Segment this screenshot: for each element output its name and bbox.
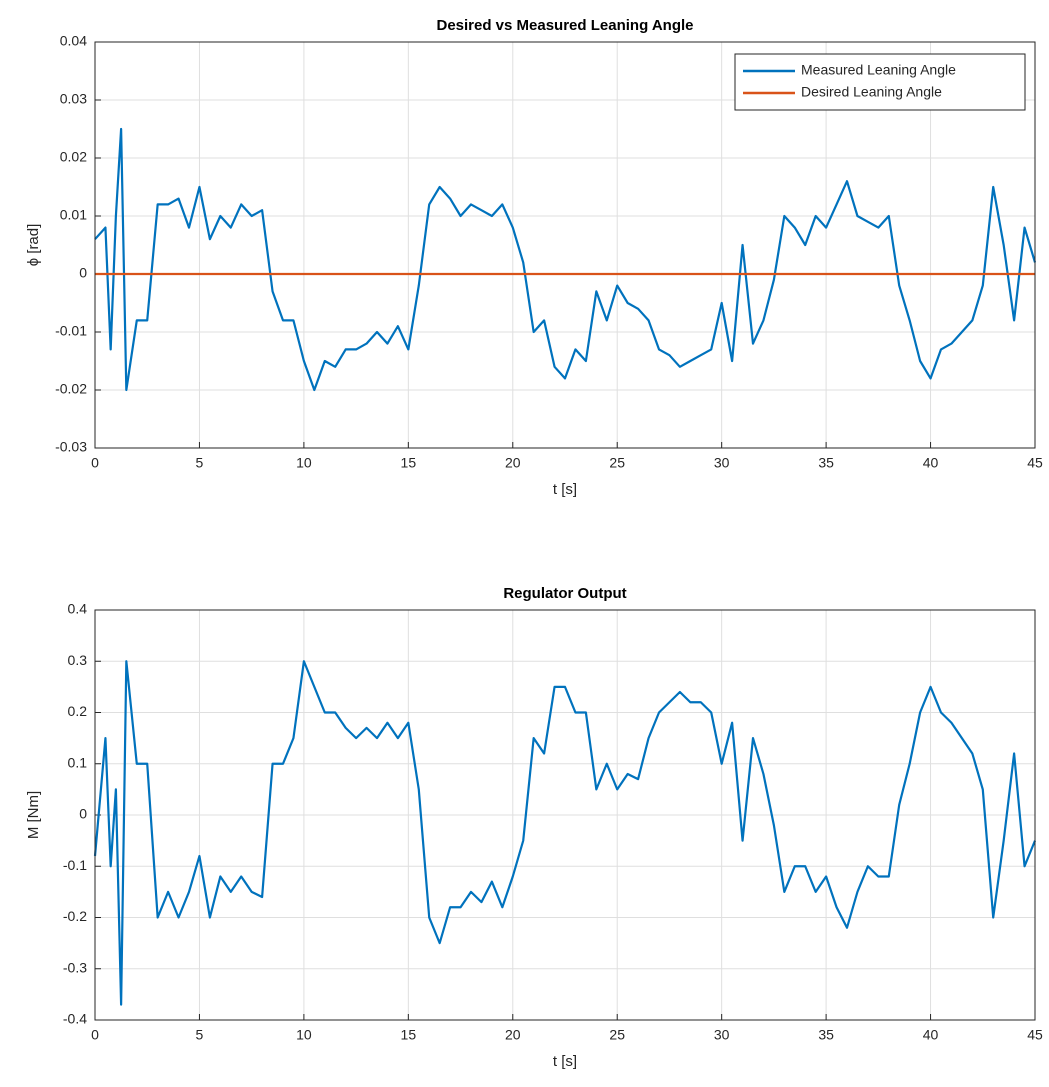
x-tick-label: 0 xyxy=(91,1027,99,1043)
x-tick-label: 10 xyxy=(296,1027,312,1043)
x-tick-label: 5 xyxy=(196,1027,204,1043)
x-tick-label: 5 xyxy=(196,455,204,471)
y-tick-label: 0.04 xyxy=(60,33,87,49)
x-tick-label: 0 xyxy=(91,455,99,471)
x-tick-label: 15 xyxy=(401,455,417,471)
y-tick-label: 0 xyxy=(79,806,87,822)
y-tick-label: 0 xyxy=(79,265,87,281)
y-tick-label: 0.01 xyxy=(60,207,87,223)
x-tick-label: 30 xyxy=(714,1027,730,1043)
y-tick-label: 0.3 xyxy=(68,652,88,668)
x-tick-label: 40 xyxy=(923,1027,939,1043)
chart-title: Desired vs Measured Leaning Angle xyxy=(436,17,693,34)
x-tick-label: 45 xyxy=(1027,1027,1043,1043)
y-tick-label: -0.4 xyxy=(63,1011,87,1027)
x-tick-label: 25 xyxy=(609,1027,625,1043)
y-tick-label: -0.03 xyxy=(55,439,87,455)
x-tick-label: 45 xyxy=(1027,455,1043,471)
x-axis-label: t [s] xyxy=(553,1053,577,1070)
legend-label: Measured Leaning Angle xyxy=(801,62,956,78)
legend-box xyxy=(734,53,1026,111)
data-line xyxy=(94,127,1037,392)
x-tick-label: 20 xyxy=(505,1027,521,1043)
legend-label: Desired Leaning Angle xyxy=(801,84,942,100)
y-tick-label: -0.3 xyxy=(63,959,87,975)
y-axis-label: ϕ [rad] xyxy=(25,224,42,267)
y-tick-label: -0.2 xyxy=(63,908,87,924)
y-tick-label: 0.1 xyxy=(68,754,88,770)
y-tick-label: -0.02 xyxy=(55,381,87,397)
y-axis-label: M [Nm] xyxy=(25,791,42,839)
x-tick-label: 20 xyxy=(505,455,521,471)
data-line xyxy=(93,660,1037,1006)
y-tick-label: 0.02 xyxy=(60,149,87,165)
y-tick-label: 0.4 xyxy=(68,601,88,617)
x-tick-label: 25 xyxy=(609,455,625,471)
x-tick-label: 30 xyxy=(714,455,730,471)
legend: Measured Leaning Angle Desired Leaning An… xyxy=(734,53,1026,111)
x-axis-label: t [s] xyxy=(553,481,577,498)
y-tick-label: -0.01 xyxy=(55,323,87,339)
chart-title: Regulator Output xyxy=(503,585,626,602)
x-tick-label: 10 xyxy=(296,455,312,471)
x-tick-label: 40 xyxy=(923,455,939,471)
axes-box xyxy=(94,41,1036,449)
axes-box xyxy=(94,609,1036,1021)
x-tick-label: 15 xyxy=(401,1027,417,1043)
y-tick-label: 0.03 xyxy=(60,91,87,107)
y-tick-label: 0.2 xyxy=(68,703,88,719)
y-tick-label: -0.1 xyxy=(63,857,87,873)
x-tick-label: 35 xyxy=(818,1027,834,1043)
x-tick-label: 35 xyxy=(818,455,834,471)
